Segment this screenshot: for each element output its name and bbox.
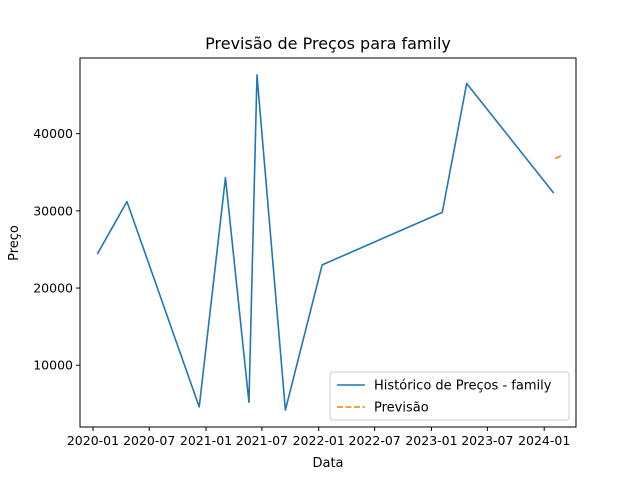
legend-label: Histórico de Preços - family: [374, 379, 552, 394]
y-tick-label: 40000: [33, 126, 73, 141]
y-tick-label: 10000: [33, 358, 73, 373]
x-axis: 2020-01 2020-07 2021-01 2021-07 2022-01 2022-…: [67, 427, 570, 448]
x-axis-label: Data: [312, 456, 343, 471]
legend: Histórico de Preços - family Previsão: [329, 371, 570, 421]
y-axis-label: Preço: [7, 225, 22, 261]
legend-box: [329, 371, 570, 421]
y-tick-label: 20000: [33, 281, 73, 296]
axes-frame: [79, 57, 577, 428]
x-tick-label: 2023-07: [461, 433, 513, 448]
x-tick-label: 2021-01: [180, 433, 232, 448]
y-axis: 10000 20000 30000 40000: [33, 126, 80, 373]
x-tick-label: 2022-07: [349, 433, 401, 448]
x-tick-label: 2020-07: [123, 433, 175, 448]
legend-label: Previsão: [374, 401, 429, 416]
series-layer: [96, 74, 563, 411]
x-tick-label: 2024-01: [518, 433, 570, 448]
forecast-series-line: [554, 154, 563, 160]
chart-title: Previsão de Preços para family: [205, 34, 451, 53]
y-tick-label: 30000: [33, 203, 73, 218]
x-tick-label: 2022-01: [293, 433, 345, 448]
x-tick-label: 2021-07: [236, 433, 288, 448]
x-tick-label: 2020-01: [67, 433, 119, 448]
history-series-line: [96, 74, 555, 411]
x-tick-label: 2023-01: [405, 433, 457, 448]
